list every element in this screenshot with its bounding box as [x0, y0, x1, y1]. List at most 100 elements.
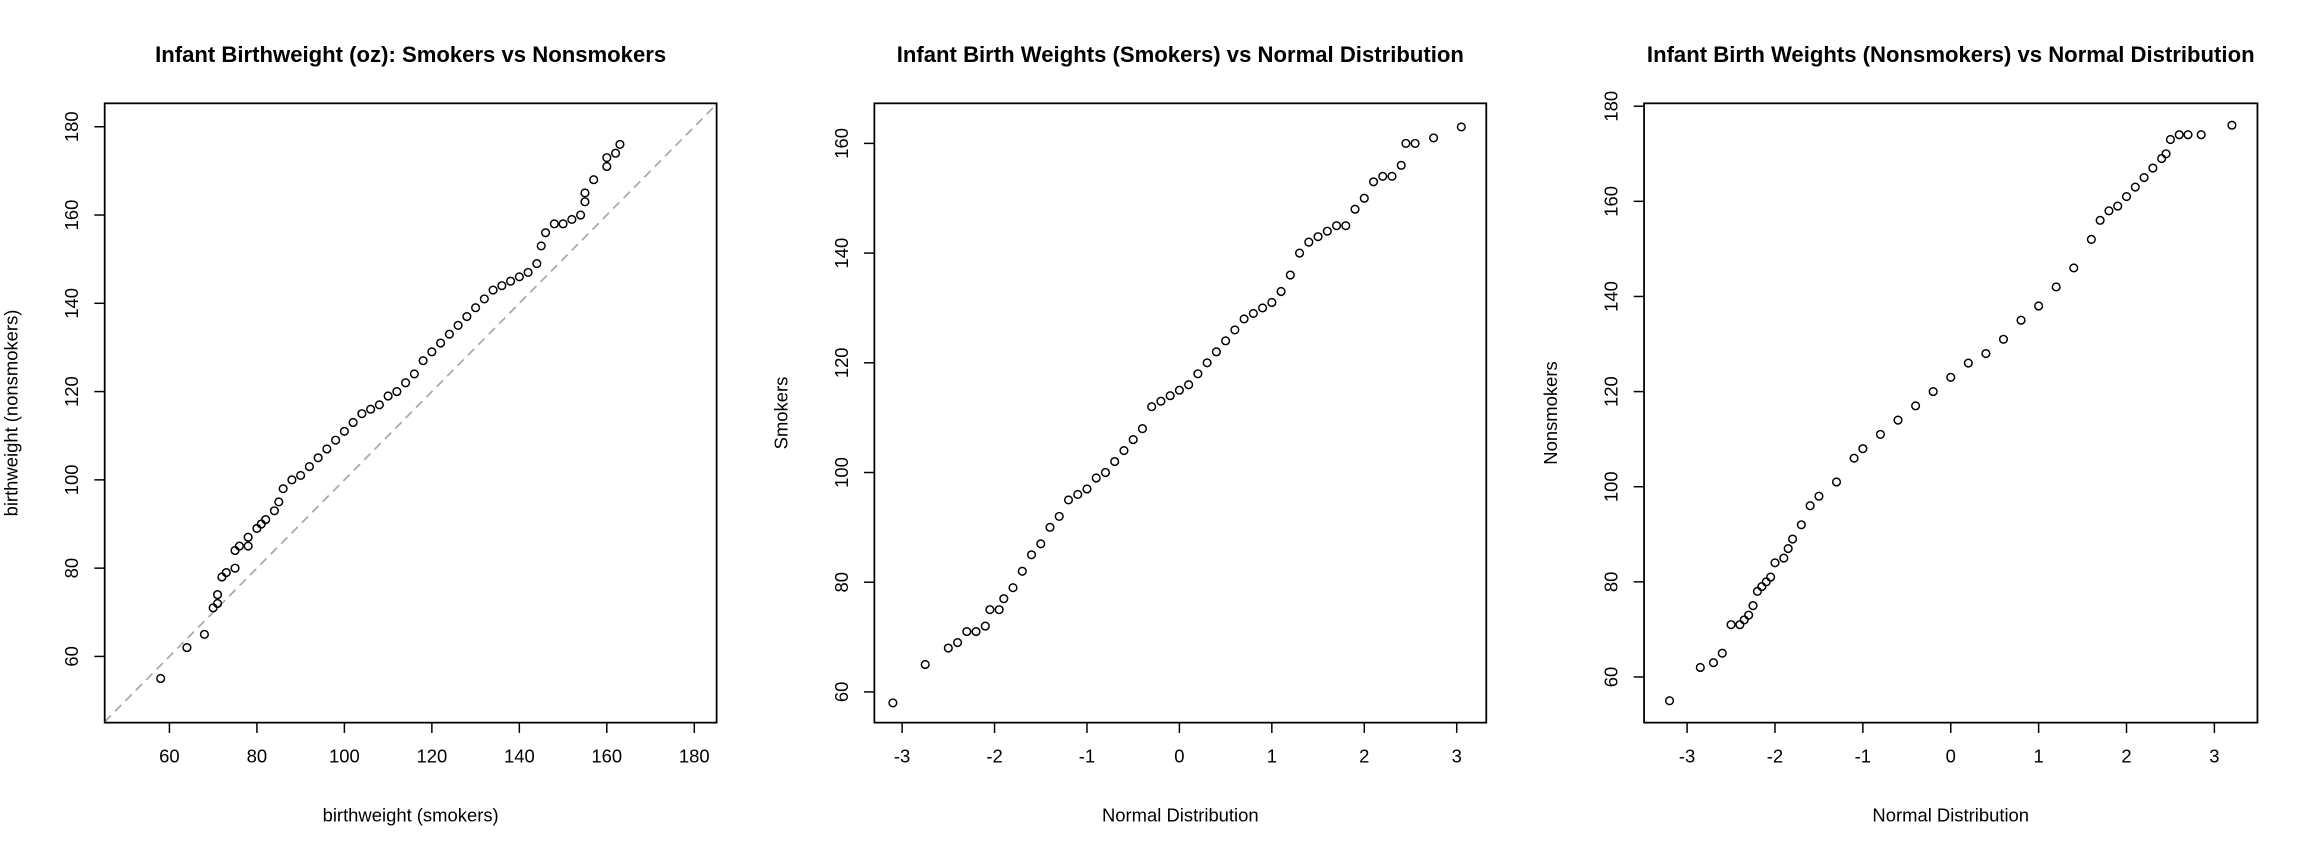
- point: [488, 285, 498, 295]
- point: [1963, 358, 1973, 368]
- point: [971, 627, 981, 637]
- point: [1368, 177, 1379, 187]
- point: [1893, 415, 1903, 425]
- point: [1875, 429, 1886, 439]
- y-axis-label: birthweight (nonsmokers): [1, 310, 22, 517]
- point: [1726, 620, 1736, 630]
- point: [1119, 445, 1129, 456]
- point: [514, 272, 524, 282]
- point: [1036, 539, 1046, 549]
- y-tick-label: 120: [61, 376, 82, 407]
- x-tick-label: 100: [329, 745, 360, 766]
- x-axis-label: birthweight (smokers): [323, 804, 499, 825]
- point: [536, 241, 546, 251]
- point: [1928, 387, 1938, 397]
- point: [1267, 297, 1277, 308]
- point: [1779, 553, 1789, 563]
- point: [523, 267, 533, 277]
- point: [418, 356, 428, 366]
- x-tick-label: 120: [416, 745, 447, 766]
- point: [479, 294, 489, 304]
- point: [2104, 206, 2114, 216]
- point: [610, 148, 621, 158]
- y-tick-label: 80: [831, 572, 852, 593]
- point: [580, 188, 590, 198]
- point: [1378, 171, 1388, 181]
- point: [1456, 122, 1466, 132]
- point: [256, 519, 266, 529]
- x-tick-label: 1: [2034, 745, 2044, 766]
- point: [296, 470, 306, 481]
- point: [274, 497, 284, 507]
- point: [2183, 130, 2193, 140]
- point: [1849, 453, 1859, 463]
- point: [339, 426, 349, 436]
- point: [1787, 534, 1798, 544]
- point: [1026, 550, 1037, 560]
- point: [208, 603, 218, 613]
- point: [1805, 501, 1815, 511]
- point: [1156, 396, 1166, 406]
- point: [462, 311, 472, 322]
- point: [602, 161, 612, 172]
- point: [1708, 658, 1719, 668]
- point: [1258, 303, 1268, 313]
- x-tick-label: 3: [1452, 745, 1462, 766]
- x-tick-label: -3: [894, 745, 910, 766]
- y-tick-label: 60: [61, 646, 82, 667]
- point: [2051, 282, 2061, 292]
- point: [952, 637, 963, 648]
- point: [615, 139, 625, 149]
- y-tick-label: 80: [61, 558, 82, 579]
- point: [1359, 193, 1369, 203]
- x-tick-label: 160: [591, 745, 622, 766]
- point: [985, 605, 995, 615]
- point: [2113, 201, 2123, 211]
- point: [1230, 325, 1240, 335]
- x-tick-label: 140: [504, 745, 535, 766]
- point: [962, 627, 972, 637]
- point: [994, 605, 1004, 615]
- point: [589, 175, 599, 185]
- y-tick-label: 100: [61, 464, 82, 495]
- point: [1429, 133, 1439, 143]
- point: [1766, 572, 1776, 582]
- x-tick-label: -1: [1855, 745, 1871, 766]
- point: [401, 378, 411, 388]
- chart-title: Infant Birth Weights (Smokers) vs Normal…: [897, 42, 1464, 67]
- point: [1748, 601, 1758, 611]
- chart-title: Infant Birth Weights (Nonsmokers) vs Nor…: [1647, 42, 2255, 67]
- point: [252, 523, 262, 533]
- y-axis-label: Nonsmokers: [1540, 361, 1561, 464]
- point: [199, 629, 209, 639]
- point: [243, 532, 253, 542]
- point: [1331, 221, 1342, 231]
- point: [471, 303, 481, 313]
- point: [1814, 491, 1824, 501]
- point: [1998, 334, 2009, 344]
- point: [920, 659, 930, 670]
- point: [261, 515, 271, 525]
- y-tick-label: 120: [1601, 376, 1622, 407]
- point: [1017, 566, 1027, 576]
- x-tick-label: -3: [1679, 745, 1695, 766]
- point: [1128, 435, 1138, 445]
- point: [980, 621, 990, 631]
- x-axis-label: Normal Distribution: [1872, 804, 2029, 825]
- point: [1221, 336, 1231, 346]
- point: [1981, 348, 1991, 359]
- point: [304, 462, 314, 472]
- point: [444, 329, 454, 339]
- x-tick-label: 60: [159, 745, 180, 766]
- plot-box: [873, 102, 1488, 724]
- plot-box: [1643, 102, 2259, 724]
- point: [1946, 372, 1956, 382]
- point: [230, 563, 240, 573]
- x-tick-label: 2: [2121, 745, 2131, 766]
- point: [1100, 467, 1111, 478]
- x-tick-label: 0: [1174, 745, 1184, 766]
- point: [322, 444, 332, 454]
- point: [278, 484, 288, 494]
- point: [1717, 648, 1727, 658]
